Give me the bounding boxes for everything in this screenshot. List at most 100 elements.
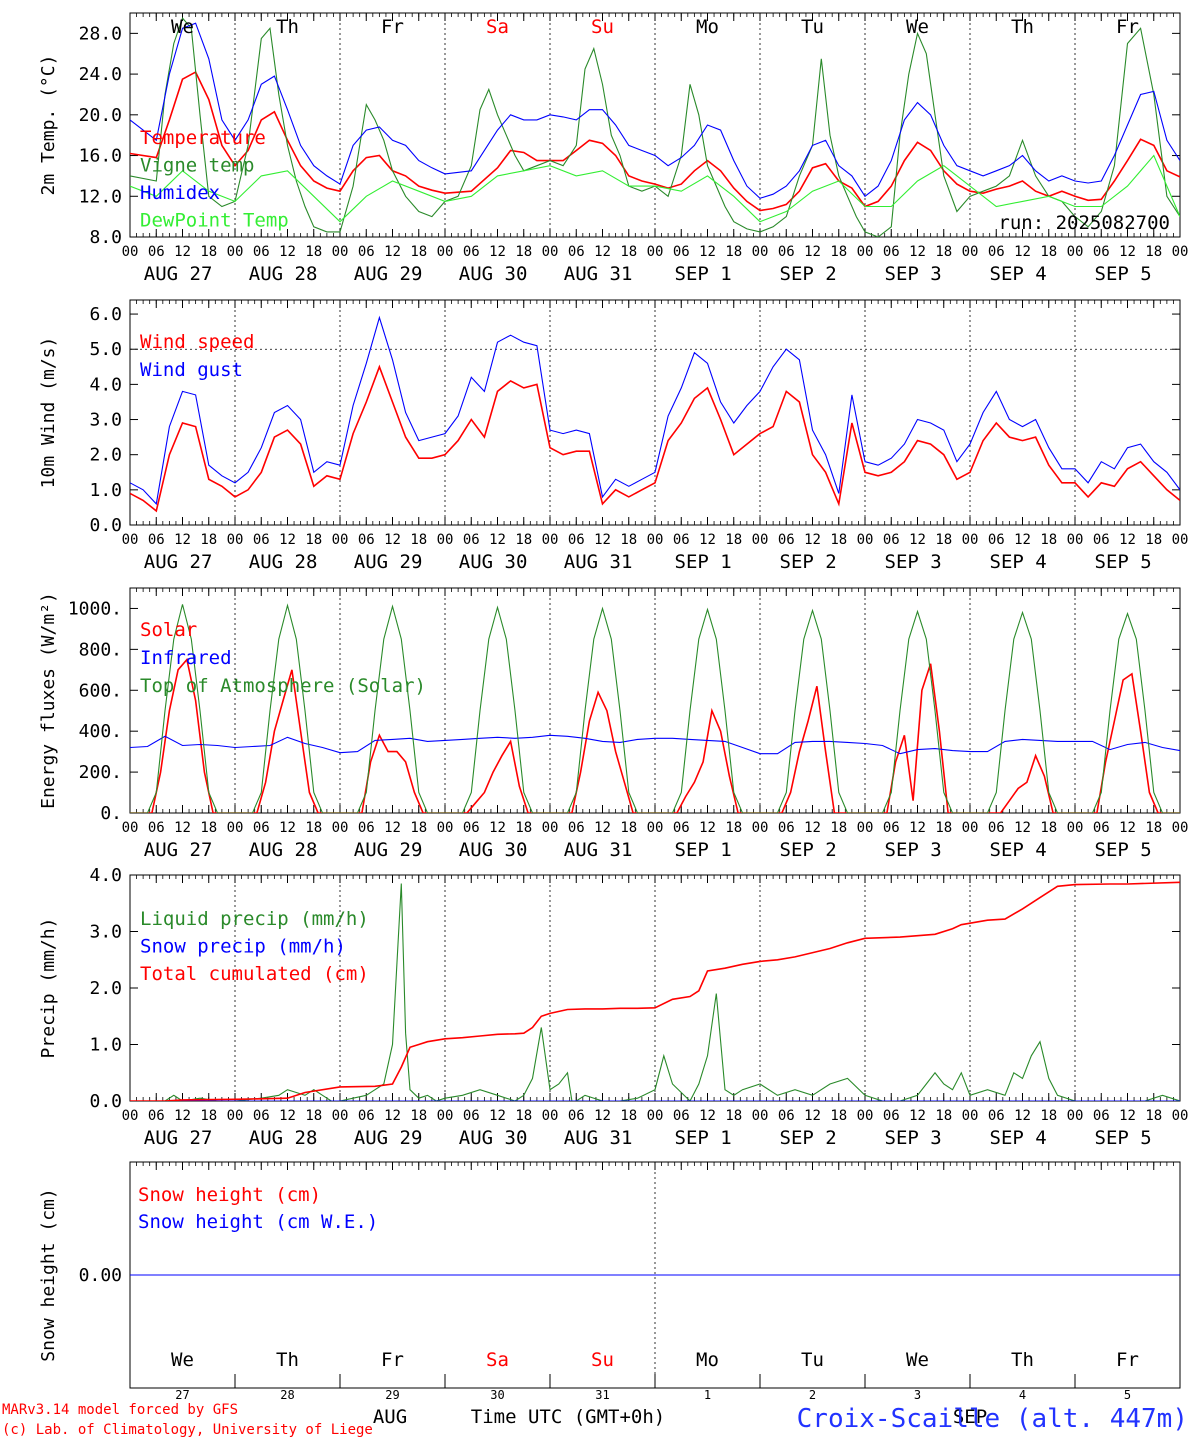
date-label: AUG 29: [354, 1127, 423, 1149]
hour-label: 00: [647, 820, 664, 836]
hour-label: 00: [1172, 244, 1189, 260]
hour-label: 12: [489, 1108, 506, 1124]
hour-label: 06: [883, 820, 900, 836]
hour-label: 00: [857, 820, 874, 836]
hour-label: 06: [463, 1108, 480, 1124]
series-group: [130, 603, 1180, 813]
hour-label: 18: [935, 532, 952, 548]
weekday-label: We: [171, 16, 194, 38]
weekday-label: Fr: [381, 16, 404, 38]
hour-label: 06: [778, 532, 795, 548]
date-label: AUG 29: [354, 839, 423, 861]
hour-label: 18: [620, 820, 637, 836]
weekday-label: We: [906, 16, 929, 38]
hour-label: 00: [227, 532, 244, 548]
hour-label: 06: [358, 1108, 375, 1124]
hour-label: 06: [463, 532, 480, 548]
y-tick-label: 5.0: [89, 339, 122, 360]
hour-label: 12: [279, 1108, 296, 1124]
date-label: SEP 3: [885, 551, 942, 573]
hour-label: 18: [935, 820, 952, 836]
series-line-temperature-3: [130, 154, 1180, 223]
hour-label: 12: [1119, 1108, 1136, 1124]
weekday-label: Th: [276, 16, 299, 38]
y-tick-label: 0.0: [89, 515, 122, 536]
date-label: AUG 28: [249, 551, 318, 573]
hour-label: 00: [962, 532, 979, 548]
y-tick-label: 2.0: [89, 445, 122, 466]
date-label: SEP 1: [675, 263, 732, 285]
hour-label: 12: [1014, 1108, 1031, 1124]
hour-label: 06: [568, 244, 585, 260]
hour-label: 00: [647, 244, 664, 260]
date-label: AUG 28: [249, 839, 318, 861]
hour-label: 12: [1119, 532, 1136, 548]
hour-label: 18: [410, 532, 427, 548]
date-label: SEP 4: [990, 1127, 1047, 1149]
hour-label: 18: [305, 532, 322, 548]
panel-energy: 0. 200. 400. 600. 800. 1000. Energy fluxes (W/…: [38, 587, 1189, 861]
date-label: AUG 27: [144, 551, 213, 573]
weekday-label: Sa: [486, 1349, 509, 1371]
date-label: AUG 27: [144, 839, 213, 861]
hour-label: 06: [1093, 532, 1110, 548]
date-label: SEP 2: [780, 1127, 837, 1149]
weekday-label: Mo: [696, 16, 719, 38]
day-number: 4: [1019, 1388, 1026, 1402]
hour-label: 06: [673, 244, 690, 260]
hour-label: 00: [1067, 532, 1084, 548]
legend-entry: DewPoint Temp: [140, 210, 289, 232]
hour-label: 18: [830, 244, 847, 260]
hour-label: 00: [542, 1108, 559, 1124]
hour-label: 06: [568, 820, 585, 836]
date-label: SEP 1: [675, 551, 732, 573]
hour-label: 18: [620, 532, 637, 548]
date-label: AUG 30: [459, 839, 528, 861]
hour-label: 12: [279, 244, 296, 260]
y-tick-label: 400.: [79, 721, 122, 742]
y-tick-label: 600.: [79, 680, 122, 701]
hour-label: 06: [778, 820, 795, 836]
hour-label: 12: [489, 532, 506, 548]
hour-label: 18: [1145, 820, 1162, 836]
hour-label: 00: [332, 1108, 349, 1124]
hour-label: 06: [988, 532, 1005, 548]
hour-label: 12: [594, 532, 611, 548]
legend-entry: Snow height (cm W.E.): [138, 1211, 378, 1233]
hour-label: 00: [752, 1108, 769, 1124]
hour-label: 18: [305, 1108, 322, 1124]
hour-label: 06: [253, 820, 270, 836]
hour-label: 00: [1172, 820, 1189, 836]
date-label: SEP 2: [780, 839, 837, 861]
hour-label: 18: [515, 532, 532, 548]
legend-entry: Total cumulated (cm): [140, 963, 369, 985]
y-tick-label: 800.: [79, 639, 122, 660]
day-number: 31: [595, 1388, 609, 1402]
date-label: SEP 5: [1095, 839, 1152, 861]
hour-label: 18: [725, 532, 742, 548]
hour-label: 00: [1172, 532, 1189, 548]
date-label: AUG 29: [354, 263, 423, 285]
hour-label: 06: [988, 1108, 1005, 1124]
hour-label: 06: [253, 244, 270, 260]
hour-label: 18: [1145, 1108, 1162, 1124]
panel-precip: 0.0 1.0 2.0 3.0 4.0 Precip (mm/h) Liquid preci…: [38, 865, 1188, 1149]
date-label: AUG 28: [249, 263, 318, 285]
hour-label: 12: [174, 820, 191, 836]
hour-label: 06: [148, 532, 165, 548]
series-line-temperature-1: [130, 17, 1180, 237]
hour-label: 12: [909, 532, 926, 548]
hour-label: 00: [437, 820, 454, 836]
day-number: 30: [490, 1388, 504, 1402]
date-label: AUG 27: [144, 1127, 213, 1149]
hour-label: 06: [778, 1108, 795, 1124]
hour-label: 18: [725, 244, 742, 260]
date-label: AUG 31: [564, 551, 633, 573]
y-axis-label: 2m Temp. (°C): [38, 55, 59, 196]
hour-label: 00: [122, 532, 139, 548]
date-label: SEP 3: [885, 1127, 942, 1149]
date-label: SEP 5: [1095, 1127, 1152, 1149]
hour-label: 00: [332, 244, 349, 260]
hour-label: 00: [122, 1108, 139, 1124]
hour-label: 00: [1067, 1108, 1084, 1124]
